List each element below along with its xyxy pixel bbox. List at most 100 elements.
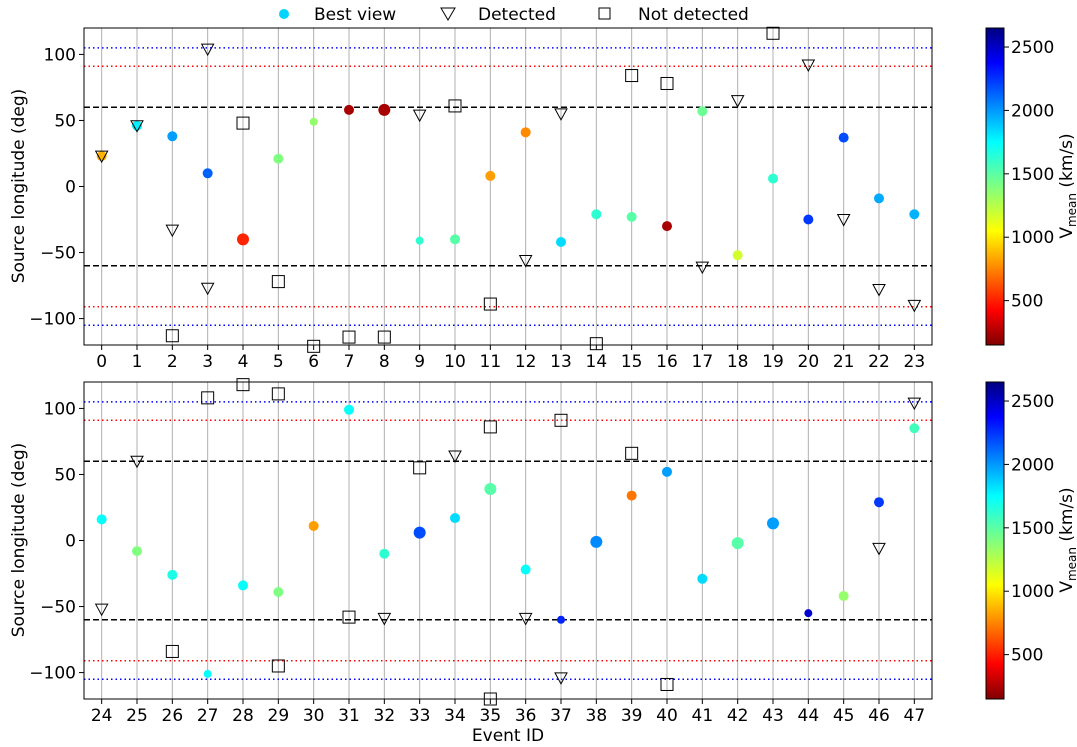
best-view-point	[413, 526, 426, 539]
x-tick-label: 23	[904, 352, 926, 372]
best-view-point	[96, 514, 107, 525]
top-colorbar-ticks: 500 1000 1500 2000 2500	[1004, 38, 1054, 312]
x-tick-label: 41	[692, 706, 714, 726]
top-panel-markers	[94, 26, 922, 353]
detected-point	[872, 542, 886, 556]
best-view-point	[520, 564, 531, 575]
y-tick-label: −50	[40, 244, 76, 264]
best-view-point	[768, 173, 778, 184]
best-view-point	[804, 609, 813, 618]
x-tick-label: 19	[762, 352, 784, 372]
x-tick-label: 15	[621, 352, 643, 372]
not-detected-point	[271, 387, 285, 401]
x-tick-label: 3	[202, 352, 213, 372]
x-tick-label: 47	[904, 706, 926, 726]
not-detected-point	[448, 99, 462, 113]
legend-detected-label: Detected	[478, 5, 556, 25]
colorbar-tick-label: 1500	[1011, 519, 1054, 539]
not-detected-point	[413, 461, 427, 475]
colorbar-tick-label: 1500	[1011, 165, 1054, 185]
top-panel-y-axis-title: Source longitude (deg)	[9, 89, 29, 284]
bottom-panel-markers	[94, 378, 922, 706]
x-tick-label: 24	[91, 706, 113, 726]
top-panel-y-ticks: −100 −50 0 50 100	[29, 45, 84, 330]
bottom-panel-reference-lines	[84, 401, 932, 680]
best-view-point	[697, 106, 708, 117]
x-tick-label: 17	[692, 352, 714, 372]
x-tick-label: 5	[273, 352, 284, 372]
detected-point	[165, 224, 180, 238]
best-view-point	[132, 546, 142, 557]
colorbar-tick-label: 2000	[1011, 101, 1054, 121]
y-tick-label: −100	[29, 310, 76, 330]
best-view-point	[132, 120, 142, 131]
best-view-point	[237, 233, 249, 246]
not-detected-point	[483, 420, 497, 434]
x-tick-label: 9	[414, 352, 425, 372]
best-view-point	[626, 490, 637, 501]
x-tick-label: 8	[379, 352, 390, 372]
x-tick-label: 31	[338, 706, 360, 726]
y-tick-label: −50	[40, 598, 76, 618]
detected-point	[907, 299, 922, 313]
detected-point	[94, 603, 109, 617]
x-tick-label: 40	[656, 706, 678, 726]
x-tick-label: 38	[586, 706, 608, 726]
best-view-point	[838, 132, 849, 143]
y-tick-label: 100	[44, 45, 76, 65]
best-view-point	[732, 250, 743, 261]
bottom-colorbar-title: Vmean (km/s)	[1057, 487, 1077, 592]
top-panel-frame	[83, 27, 933, 346]
not-detected-point	[660, 677, 674, 691]
x-tick-label: 46	[868, 706, 890, 726]
best-view-point	[450, 513, 460, 524]
best-view-point	[202, 168, 213, 179]
bottom-panel-gridlines	[101, 382, 915, 699]
x-tick-label: 14	[586, 352, 608, 372]
y-tick-label: 50	[54, 465, 76, 485]
best-view-point	[731, 537, 744, 550]
best-view-point	[167, 569, 178, 580]
x-tick-label: 1	[132, 352, 143, 372]
x-tick-label: 16	[656, 352, 678, 372]
x-tick-label: 42	[727, 706, 749, 726]
best-view-point	[484, 482, 497, 495]
legend-best-view-label: Best view	[314, 5, 396, 25]
not-detected-point	[483, 297, 497, 311]
not-detected-point	[165, 329, 179, 343]
y-tick-label: 100	[44, 399, 76, 419]
best-view-point	[379, 548, 390, 559]
best-view-point	[96, 151, 107, 162]
x-tick-label: 13	[550, 352, 572, 372]
x-tick-label: 27	[197, 706, 219, 726]
not-detected-point	[625, 69, 639, 83]
colorbar-tick-label: 2500	[1011, 38, 1054, 58]
best-view-point	[450, 234, 460, 245]
best-view-point	[803, 214, 814, 225]
not-detected-point	[271, 659, 285, 673]
not-detected-point	[236, 116, 250, 130]
y-tick-label: 50	[54, 111, 76, 131]
best-view-point	[556, 236, 566, 247]
x-tick-label: 12	[515, 352, 537, 372]
bottom-panel-x-ticks: 24 25 26 27 28 29 30 31 32 33 34 35 36 37 38 39 40 41 42 43…	[91, 699, 925, 726]
best-view-point	[273, 153, 284, 164]
best-view-point	[909, 423, 920, 434]
legend: Best view Detected Not detected	[279, 5, 749, 25]
best-view-point	[590, 535, 603, 548]
best-view-point	[309, 117, 318, 126]
bottom-colorbar: 500 1000 1500 2000 2500 Vmean (km/s)	[985, 381, 1077, 700]
detected-point	[94, 150, 109, 164]
best-view-point	[557, 615, 565, 624]
x-tick-label: 20	[798, 352, 820, 372]
detected-point	[200, 282, 215, 296]
bottom-panel: −100 −50 0 50 100 24 25 26 27 28 29 30 31 32 33 34 35 36…	[9, 378, 933, 746]
detected-point	[801, 59, 816, 73]
x-tick-label: 22	[868, 352, 890, 372]
bottom-colorbar-ticks: 500 1000 1500 2000 2500	[1004, 392, 1054, 666]
best-view-point	[273, 587, 284, 598]
x-tick-label: 37	[550, 706, 572, 726]
colorbar-tick-label: 1000	[1011, 228, 1054, 248]
x-tick-label: 34	[444, 706, 466, 726]
